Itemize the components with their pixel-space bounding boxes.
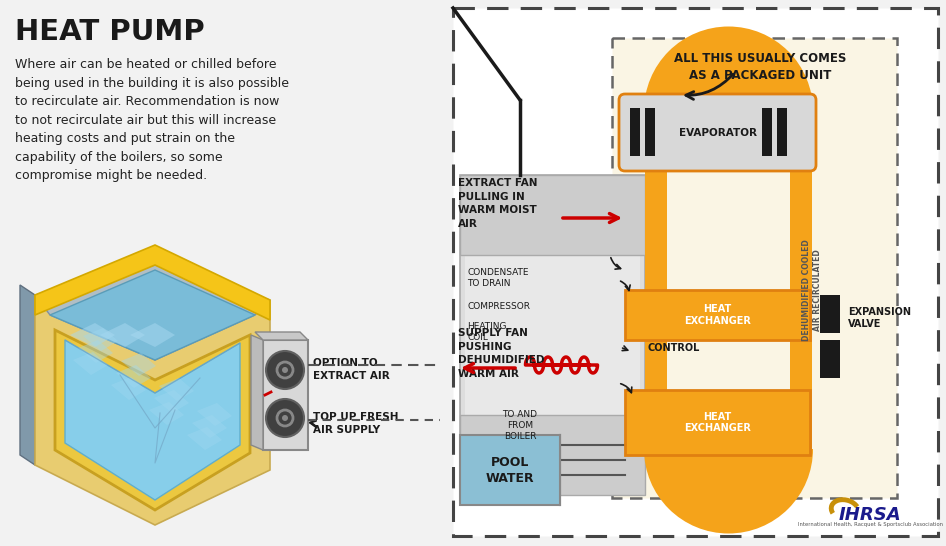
Polygon shape [50, 270, 255, 360]
Text: EXPANSION
VALVE: EXPANSION VALVE [848, 307, 911, 329]
Circle shape [282, 415, 288, 421]
FancyBboxPatch shape [619, 94, 816, 171]
Text: EVAPORATOR: EVAPORATOR [678, 128, 757, 138]
Text: CONDENSATE
TO DRAIN: CONDENSATE TO DRAIN [467, 268, 529, 288]
Polygon shape [187, 427, 222, 450]
Text: OPTION TO
EXTRACT AIR: OPTION TO EXTRACT AIR [313, 358, 390, 381]
Polygon shape [83, 328, 118, 351]
Text: HEAT PUMP: HEAT PUMP [15, 18, 204, 46]
Text: Where air can be heated or chilled before
being used in the building it is also : Where air can be heated or chilled befor… [15, 58, 289, 182]
Text: ALL THIS USUALLY COMES
AS A PACKAGED UNIT: ALL THIS USUALLY COMES AS A PACKAGED UNI… [674, 52, 846, 82]
Text: IHRSA: IHRSA [839, 506, 902, 524]
Bar [645, 100, 812, 122]
Text: EXTRACT FAN
PULLING IN
WARM MOIST
AIR: EXTRACT FAN PULLING IN WARM MOIST AIR [458, 178, 537, 229]
Bar [645, 438, 812, 460]
Polygon shape [154, 390, 189, 413]
Polygon shape [159, 378, 194, 401]
Polygon shape [251, 335, 263, 450]
Bar [465, 180, 640, 490]
Polygon shape [35, 245, 270, 320]
Bar [645, 100, 667, 460]
Text: TO AND
FROM
BOILER: TO AND FROM BOILER [502, 410, 537, 441]
Wedge shape [644, 449, 813, 533]
Polygon shape [121, 353, 156, 376]
Polygon shape [100, 323, 145, 347]
Polygon shape [149, 402, 184, 425]
Text: HEATING
COIL: HEATING COIL [467, 322, 506, 342]
Circle shape [282, 367, 288, 373]
Text: SUPPLY FAN
PUSHING
DEHUMIDIFIED
WARM AIR: SUPPLY FAN PUSHING DEHUMIDIFIED WARM AIR [458, 328, 545, 379]
Polygon shape [35, 265, 270, 360]
Polygon shape [111, 377, 146, 400]
Bar [777, 108, 787, 156]
Bar [460, 175, 645, 495]
Bar [625, 390, 810, 455]
Bar [630, 108, 640, 156]
Text: TOP UP FRESH
AIR SUPPLY: TOP UP FRESH AIR SUPPLY [313, 412, 398, 435]
Polygon shape [35, 295, 270, 525]
Wedge shape [644, 27, 813, 111]
Text: DEHUMIDIFIED COOLED
AIR RECIRCULATED: DEHUMIDIFIED COOLED AIR RECIRCULATED [802, 239, 822, 341]
Polygon shape [65, 340, 240, 500]
Text: POOL
WATER: POOL WATER [485, 455, 534, 484]
Polygon shape [130, 323, 175, 347]
Circle shape [266, 399, 304, 437]
Text: HEAT
EXCHANGER: HEAT EXCHANGER [684, 412, 751, 434]
Polygon shape [116, 365, 151, 388]
Polygon shape [197, 403, 232, 426]
Bar [460, 435, 560, 505]
Text: HEAT
EXCHANGER: HEAT EXCHANGER [684, 304, 751, 326]
Polygon shape [192, 415, 227, 438]
Bar [453, 8, 938, 536]
Text: COMPRESSOR: COMPRESSOR [467, 302, 530, 311]
Bar [790, 100, 812, 460]
Polygon shape [78, 340, 113, 363]
Bar [612, 38, 897, 498]
Bar [625, 290, 810, 340]
Circle shape [266, 351, 304, 389]
Text: CONTROL: CONTROL [647, 343, 699, 353]
Bar [820, 340, 840, 378]
Polygon shape [73, 352, 108, 375]
Polygon shape [70, 323, 115, 347]
Bar [820, 295, 840, 333]
Bar [762, 108, 772, 156]
Bar [460, 175, 645, 255]
Bar [263, 340, 308, 450]
Bar [645, 108, 655, 156]
Polygon shape [55, 330, 250, 510]
Bar [460, 415, 645, 495]
Text: International Health, Racquet & Sportsclub Association: International Health, Racquet & Sportscl… [797, 522, 942, 527]
Polygon shape [255, 332, 308, 340]
Polygon shape [20, 285, 35, 465]
